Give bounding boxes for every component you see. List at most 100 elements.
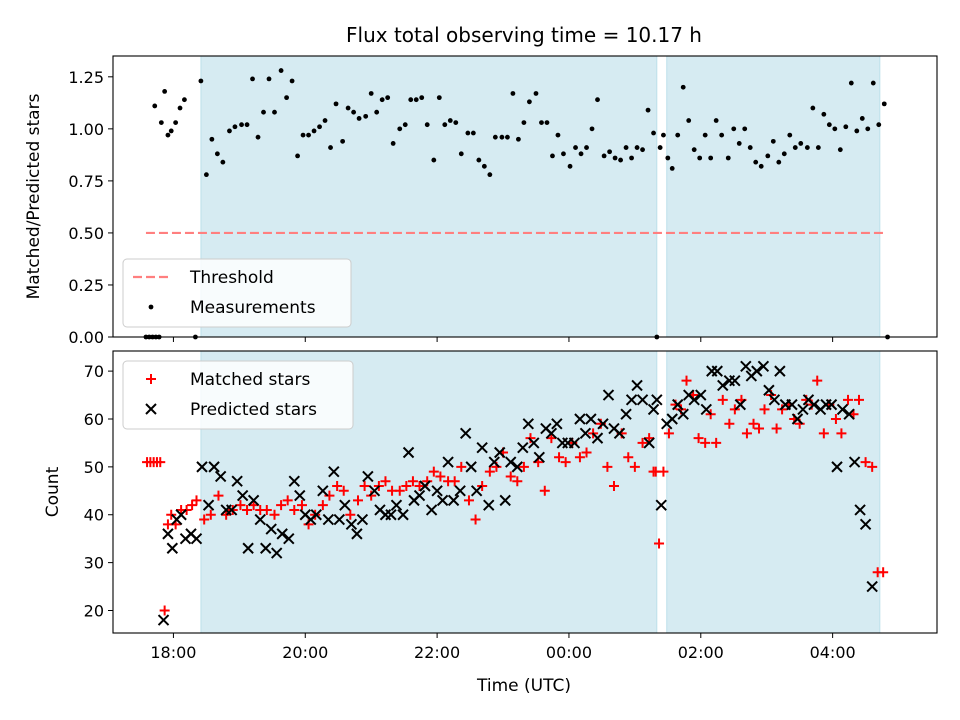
measurement-point xyxy=(419,95,425,101)
predicted-star-point xyxy=(655,499,667,511)
matched-star-point xyxy=(518,461,529,472)
measurement-point xyxy=(345,105,351,111)
measurement-point xyxy=(787,132,793,138)
measurement-point xyxy=(505,134,510,140)
predicted-star-point xyxy=(579,427,592,440)
predicted-star-point xyxy=(643,437,655,449)
legend-box xyxy=(122,360,354,430)
measurement-point xyxy=(826,122,832,128)
predicted-star-point xyxy=(454,485,466,497)
x-tick-label: 22:00 xyxy=(414,643,460,662)
matched-star-point xyxy=(539,485,550,496)
measurement-point xyxy=(227,128,232,134)
predicted-star-point xyxy=(740,360,752,373)
measurement-point xyxy=(870,80,876,86)
matched-star-point xyxy=(181,504,192,515)
measurement-point xyxy=(719,132,725,138)
predicted-star-point xyxy=(166,542,179,554)
predicted-star-point xyxy=(808,398,820,411)
matched-star-point xyxy=(724,418,735,429)
predicted-star-point xyxy=(488,456,500,468)
matched-star-point xyxy=(741,428,752,439)
matched-star-point xyxy=(205,509,216,520)
predicted-star-point xyxy=(236,489,249,502)
predicted-star-point xyxy=(545,427,558,440)
measurement-point xyxy=(607,149,612,155)
predicted-star-point xyxy=(442,456,454,468)
predicted-star-point xyxy=(797,403,809,416)
measurement-point xyxy=(573,145,578,150)
measurement-point xyxy=(595,97,600,103)
matched-star-point xyxy=(644,433,655,444)
measurement-point xyxy=(306,132,311,138)
predicted-star-point xyxy=(465,461,477,473)
measurement-point xyxy=(328,145,333,150)
measurement-point xyxy=(261,109,266,115)
matched-star-point xyxy=(235,500,246,511)
matched-star-point xyxy=(623,452,634,463)
measurement-point xyxy=(198,78,204,84)
ratio-panel: 0.00 0.25 0.50 0.75 1.00 1.25 Matched/Predicte… xyxy=(24,55,938,347)
predicted-star-point xyxy=(636,394,649,406)
measurement-point xyxy=(702,132,708,138)
predicted-star-point xyxy=(225,504,238,516)
measurement-point xyxy=(810,105,816,111)
matched-star-point xyxy=(332,481,343,492)
matched-star-point xyxy=(629,461,640,472)
measurement-point xyxy=(736,141,742,146)
predicted-star-point xyxy=(190,532,203,545)
predicted-star-point xyxy=(470,485,483,497)
predicted-star-point xyxy=(162,528,174,540)
predicted-star-point xyxy=(368,485,381,497)
y-tick-label: 40 xyxy=(84,506,104,525)
predicted-star-point xyxy=(651,394,663,406)
matched-star-point xyxy=(187,500,198,511)
y-tick-label: 0.75 xyxy=(68,172,104,191)
measurement-point xyxy=(289,78,295,84)
measurement-point xyxy=(859,116,865,121)
predicted-star-point xyxy=(695,389,707,401)
measurement-point xyxy=(424,122,430,128)
predicted-star-point xyxy=(774,365,786,377)
measurement-point xyxy=(510,91,516,96)
predicted-star-point xyxy=(483,499,495,511)
predicted-star-point xyxy=(751,365,763,377)
matched-star-point xyxy=(449,476,460,487)
measurement-point xyxy=(492,134,498,140)
measurement-point xyxy=(481,163,487,169)
predicted-star-point xyxy=(397,509,409,521)
measurement-point xyxy=(567,163,573,169)
y-tick-label: 0.00 xyxy=(68,328,104,347)
predicted-star-point xyxy=(717,379,729,392)
predicted-star-point xyxy=(768,394,781,406)
predicted-star-point xyxy=(276,528,288,540)
predicted-star-point xyxy=(631,379,643,392)
measurement-point xyxy=(623,145,629,150)
matched-star-point xyxy=(581,447,592,458)
measurement-point xyxy=(815,145,821,150)
measurement-point xyxy=(340,138,346,144)
legend-plus-marker xyxy=(146,374,156,384)
predicted-star-point xyxy=(551,418,563,430)
predicted-star-point xyxy=(447,494,460,507)
predicted-star-point xyxy=(843,408,855,420)
measurement-point xyxy=(374,109,380,115)
predicted-star-point xyxy=(459,427,472,440)
measurement-point xyxy=(747,145,753,150)
measurement-point xyxy=(651,130,656,136)
matched-star-point xyxy=(435,471,446,482)
predicted-star-point xyxy=(202,499,215,511)
matched-star-point xyxy=(717,394,728,405)
matched-star-point xyxy=(505,471,516,482)
predicted-star-point xyxy=(288,475,300,487)
predicted-star-point xyxy=(436,494,449,507)
matched-star-point xyxy=(812,375,823,386)
predicted-star-point xyxy=(345,518,358,531)
predicted-star-point xyxy=(499,494,511,507)
measurement-point xyxy=(731,126,737,132)
matched-star-point xyxy=(853,394,864,405)
measurement-point xyxy=(168,128,174,134)
predicted-star-point xyxy=(602,389,615,401)
matched-star-point xyxy=(654,538,665,549)
predicted-star-point xyxy=(328,465,340,478)
